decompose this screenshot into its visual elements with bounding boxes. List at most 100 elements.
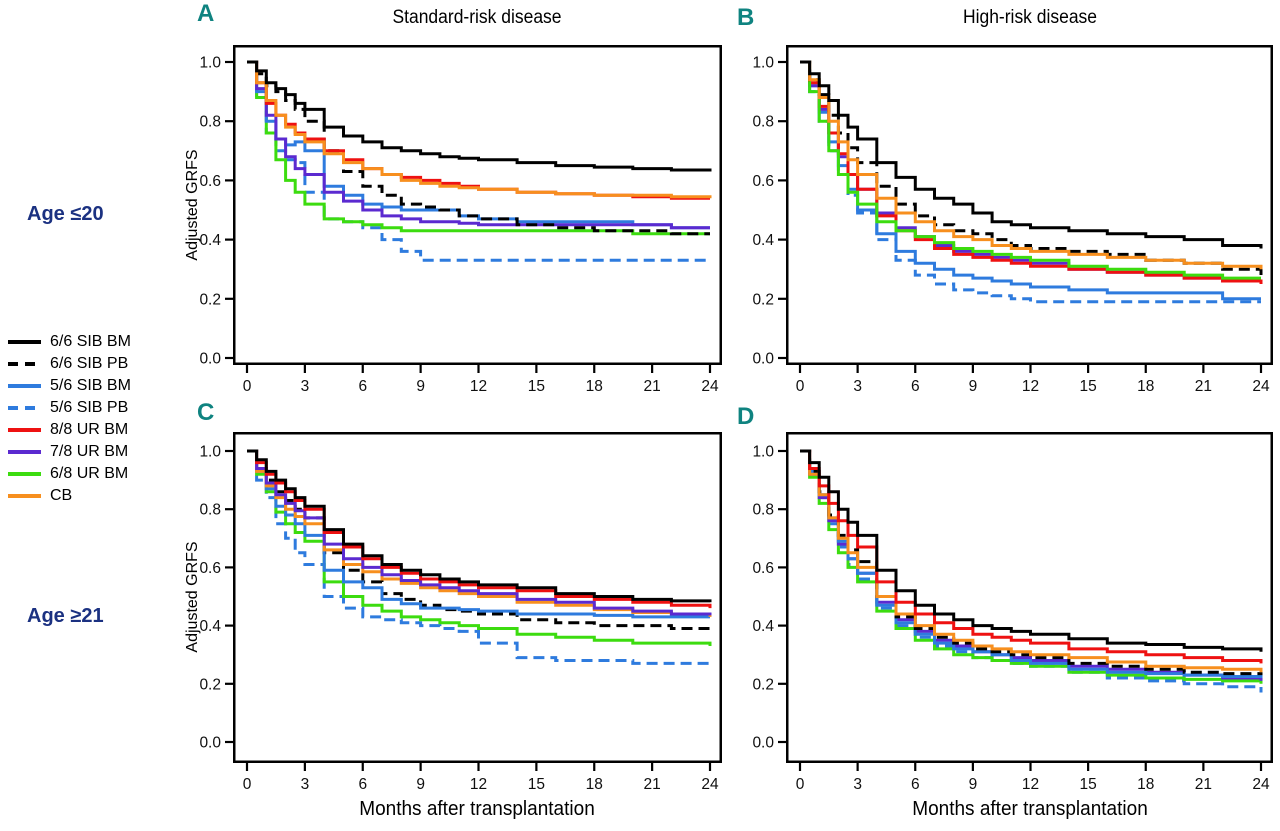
legend-item: 6/6 SIB BM [8,331,131,353]
legend-item: CB [8,485,131,507]
legend-item: 7/8 UR BM [8,441,131,463]
y-axis-tick-label: 0.6 [199,173,221,190]
legend-item-label: CB [50,487,73,504]
x-axis-tick-label: 6 [911,776,920,793]
legend-line-swatch [8,384,41,388]
x-axis-tick-label: 12 [470,378,487,395]
legend-item-label: 6/6 SIB BM [50,333,131,350]
x-axis-tick-label: 0 [243,378,252,395]
legend-line-swatch [8,340,41,344]
panel-letter-D: D [737,403,755,430]
curve-5-6-sib-pb [800,60,1261,304]
panel-B-plot: 0 3 6 9 12 15 18 21 24 0.0 0.2 0.4 0.6 0.8 1.0 [752,45,1273,395]
x-axis-tick-label: 3 [301,776,310,793]
curve-8-8-ur-bm [247,60,710,200]
y-axis-tick-label: 1.0 [752,444,774,461]
x-axis-tick-label: 18 [586,776,603,793]
panel-letter-A: A [197,0,215,27]
x-axis-title-right: Months after transplantation [912,798,1148,820]
legend-item: 8/8 UR BM [8,419,131,441]
curve-6-8-ur-bm [800,60,1261,280]
legend-line-swatch [8,472,41,476]
panel-C: 0 3 6 9 12 15 18 21 24 0.0 0.2 0.4 0.6 0.8 1.0 [199,432,722,793]
panel-B: 0 3 6 9 12 15 18 21 24 0.0 0.2 0.4 0.6 0.8 1.0 [752,45,1273,395]
y-axis-tick-label: 0.0 [199,735,221,752]
x-axis-tick-label: 15 [1080,776,1097,793]
x-axis-tick-label: 18 [586,378,603,395]
y-axis-tick-label: 0.2 [199,676,221,693]
x-axis-tick-label: 6 [911,378,920,395]
x-axis-tick-label: 3 [853,776,862,793]
x-axis-tick-label: 15 [528,378,545,395]
row-label-age-ge21: Age ≥21 [27,605,104,627]
y-axis-tick-label: 0.6 [199,560,221,577]
legend-line-swatch [8,428,41,432]
x-axis-tick-label: 21 [644,776,661,793]
x-axis-tick-label: 9 [969,378,978,395]
legend-item: 6/8 UR BM [8,463,131,485]
x-axis-tick-label: 18 [1137,776,1154,793]
legend-item-label: 5/6 SIB PB [50,399,129,416]
panel-C-plot: 0 3 6 9 12 15 18 21 24 0.0 0.2 0.4 0.6 0.8 1.0 [199,432,722,793]
y-axis-tick-label: 0.4 [199,232,221,249]
x-axis-tick-label: 3 [853,378,862,395]
y-axis-tick-label: 0.0 [199,351,221,368]
legend-line-swatch [8,362,41,366]
x-axis-tick-label: 21 [1195,378,1212,395]
row-label-age-le20: Age ≤20 [27,203,104,225]
y-axis-tick-label: 0.4 [752,618,774,635]
column-title-standard-risk: Standard-risk disease [392,7,562,28]
panel-A: 0 3 6 9 12 15 18 21 24 0.0 0.2 0.4 0.6 0.8 1.0 [199,45,722,395]
legend-item: 6/6 SIB PB [8,353,131,375]
curve-6-6-sib-bm [800,60,1263,249]
curve-6-6-sib-pb [247,60,710,236]
curve-6-8-ur-bm [247,449,712,646]
curve-cb [800,60,1263,270]
x-axis-tick-label: 21 [644,378,661,395]
legend-item-label: 7/8 UR BM [50,443,129,460]
x-axis-tick-label: 12 [470,776,487,793]
curve-6-6-sib-bm [800,449,1263,652]
x-axis-tick-label: 9 [416,378,425,395]
y-axis-tick-label: 0.2 [752,676,774,693]
y-axis-tick-label: 0.6 [752,560,774,577]
y-axis-tick-label: 0.8 [199,114,221,131]
y-axis-tick-label: 1.0 [752,55,774,72]
y-axis-tick-label: 0.2 [199,291,221,308]
legend-item: 5/6 SIB BM [8,375,131,397]
curve-cb [247,60,712,199]
x-axis-title-left: Months after transplantation [359,798,595,820]
x-axis-tick-label: 12 [1022,378,1039,395]
x-axis-tick-label: 0 [796,378,805,395]
curve-6-6-sib-bm [247,449,712,603]
x-axis-tick-label: 6 [358,776,367,793]
legend-line-swatch [8,494,41,498]
x-axis-tick-label: 15 [1080,378,1097,395]
y-axis-title-bottom: Adjusted GRFS [184,541,201,653]
column-title-high-risk: High-risk disease [962,7,1098,28]
y-axis-tick-label: 0.0 [752,735,774,752]
legend-item-label: 6/8 UR BM [50,465,129,482]
curve-7-8-ur-bm [247,449,712,616]
y-axis-tick-label: 0.4 [752,232,774,249]
curve-5-6-sib-pb [247,449,712,667]
y-axis-tick-label: 0.0 [752,351,774,368]
x-axis-tick-label: 24 [701,776,719,793]
x-axis-tick-label: 24 [1252,378,1270,395]
x-axis-tick-label: 15 [528,776,545,793]
panel-letter-C: C [197,399,215,426]
x-axis-tick-label: 3 [301,378,310,395]
panel-A-plot: 0 3 6 9 12 15 18 21 24 0.0 0.2 0.4 0.6 0.8 1.0 [199,45,722,395]
x-axis-tick-label: 6 [358,378,367,395]
curve-6-8-ur-bm [247,60,710,236]
x-axis-tick-label: 18 [1137,378,1154,395]
legend-item-label: 5/6 SIB BM [50,377,131,394]
y-axis-tick-label: 0.6 [752,173,774,190]
x-axis-tick-label: 9 [969,776,978,793]
panel-D: 0 3 6 9 12 15 18 21 24 0.0 0.2 0.4 0.6 0.8 1.0 [752,432,1273,793]
x-axis-tick-label: 24 [1252,776,1270,793]
legend-line-swatch [8,406,41,410]
x-axis-tick-label: 12 [1022,776,1039,793]
panel-letter-B: B [737,4,755,31]
x-axis-tick-label: 0 [243,776,252,793]
